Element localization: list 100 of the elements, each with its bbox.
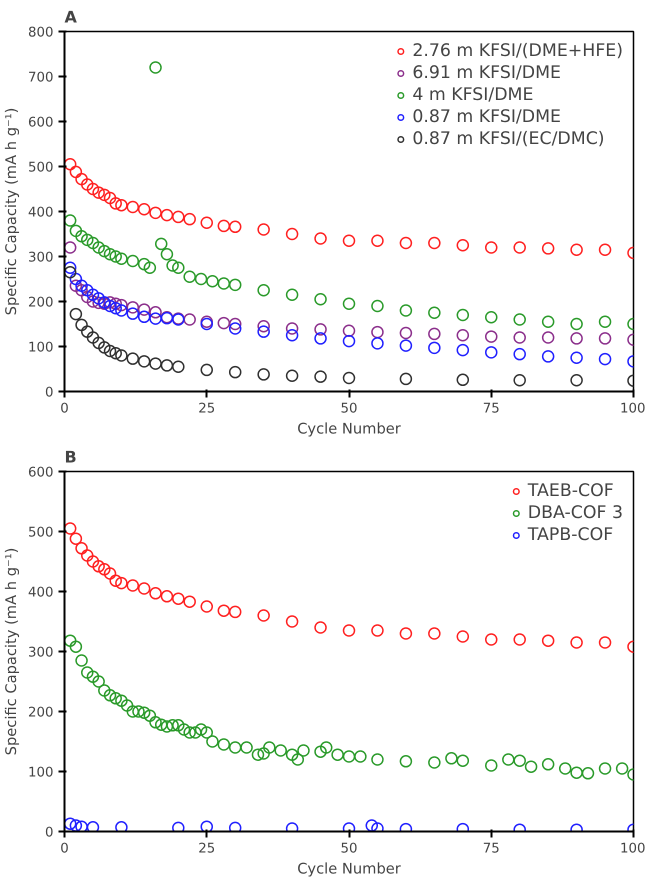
point <box>109 302 122 314</box>
y-axis-title: Specific Capacity (mA h g⁻¹) <box>3 548 20 756</box>
point <box>542 758 554 771</box>
point <box>228 318 242 330</box>
point <box>524 760 538 773</box>
point <box>166 719 179 732</box>
point <box>109 197 122 210</box>
point <box>400 236 412 250</box>
point <box>200 600 213 613</box>
point <box>109 347 122 360</box>
point <box>228 322 242 335</box>
point <box>354 750 367 763</box>
y-tick-label: 300 <box>28 250 54 266</box>
point <box>115 821 128 832</box>
point <box>144 709 156 722</box>
point <box>485 330 498 343</box>
point <box>104 567 116 580</box>
point <box>371 234 384 247</box>
point <box>160 359 174 372</box>
point <box>138 258 150 270</box>
point <box>598 762 612 775</box>
y-tick-label: 500 <box>28 526 54 540</box>
point <box>570 352 583 364</box>
x-tick-label: 100 <box>620 842 646 856</box>
point <box>126 705 140 718</box>
point <box>314 370 327 383</box>
point <box>92 675 105 688</box>
x-tick-label: 100 <box>620 402 646 416</box>
point <box>64 214 76 227</box>
point <box>138 203 150 216</box>
point <box>81 178 94 191</box>
y-tick-label: 0 <box>45 826 54 840</box>
point <box>115 304 128 317</box>
point <box>104 248 116 260</box>
point <box>92 186 105 199</box>
y-tick-label: 400 <box>28 206 54 220</box>
point <box>456 374 470 386</box>
point <box>154 238 168 250</box>
point <box>81 325 94 338</box>
point <box>86 288 100 301</box>
point <box>218 277 230 290</box>
point <box>400 372 412 386</box>
point <box>115 198 128 212</box>
point <box>456 344 470 356</box>
point <box>70 166 82 178</box>
point <box>92 336 105 350</box>
point <box>314 621 327 634</box>
point <box>172 262 185 274</box>
y-axis-title: Specific Capacity (mA h g⁻¹) <box>3 108 20 316</box>
point <box>542 634 554 647</box>
point <box>456 239 470 252</box>
point <box>257 325 270 338</box>
point <box>64 522 76 535</box>
point <box>64 266 76 278</box>
point <box>172 592 185 605</box>
point <box>218 316 230 330</box>
point <box>206 735 219 748</box>
legend-label: 6.91 m KFSI/DME <box>412 63 562 83</box>
point <box>149 206 162 220</box>
point <box>292 753 304 766</box>
point <box>428 342 441 354</box>
point <box>342 334 356 348</box>
x-tick-label: 50 <box>340 842 358 856</box>
y-tick-label: 400 <box>28 586 54 600</box>
point <box>98 341 111 354</box>
point <box>286 228 298 240</box>
point <box>160 208 174 222</box>
point <box>400 326 412 340</box>
point <box>400 304 412 317</box>
point <box>172 719 185 732</box>
point <box>160 590 174 603</box>
point <box>70 640 82 653</box>
point <box>206 275 219 288</box>
point <box>138 303 150 316</box>
point <box>570 318 583 330</box>
point <box>456 630 470 643</box>
point <box>342 372 356 384</box>
point <box>183 212 196 226</box>
point <box>342 324 356 337</box>
point <box>86 295 100 308</box>
point <box>189 726 202 739</box>
point <box>598 332 612 345</box>
point <box>456 308 470 322</box>
point <box>98 244 111 258</box>
point <box>428 236 441 250</box>
point <box>200 216 213 229</box>
point <box>400 755 412 768</box>
point <box>64 158 76 170</box>
point <box>92 296 105 310</box>
point <box>172 360 185 373</box>
point <box>98 684 111 697</box>
point <box>154 718 168 731</box>
point <box>98 563 111 576</box>
point <box>342 750 356 763</box>
point <box>257 223 270 236</box>
point <box>542 331 554 344</box>
point <box>126 579 140 592</box>
point <box>183 270 196 283</box>
legend-label: 0.87 m KFSI/(EC/DMC) <box>412 129 605 149</box>
legend-label: 2.76 m KFSI/(DME+HFE) <box>412 41 623 61</box>
